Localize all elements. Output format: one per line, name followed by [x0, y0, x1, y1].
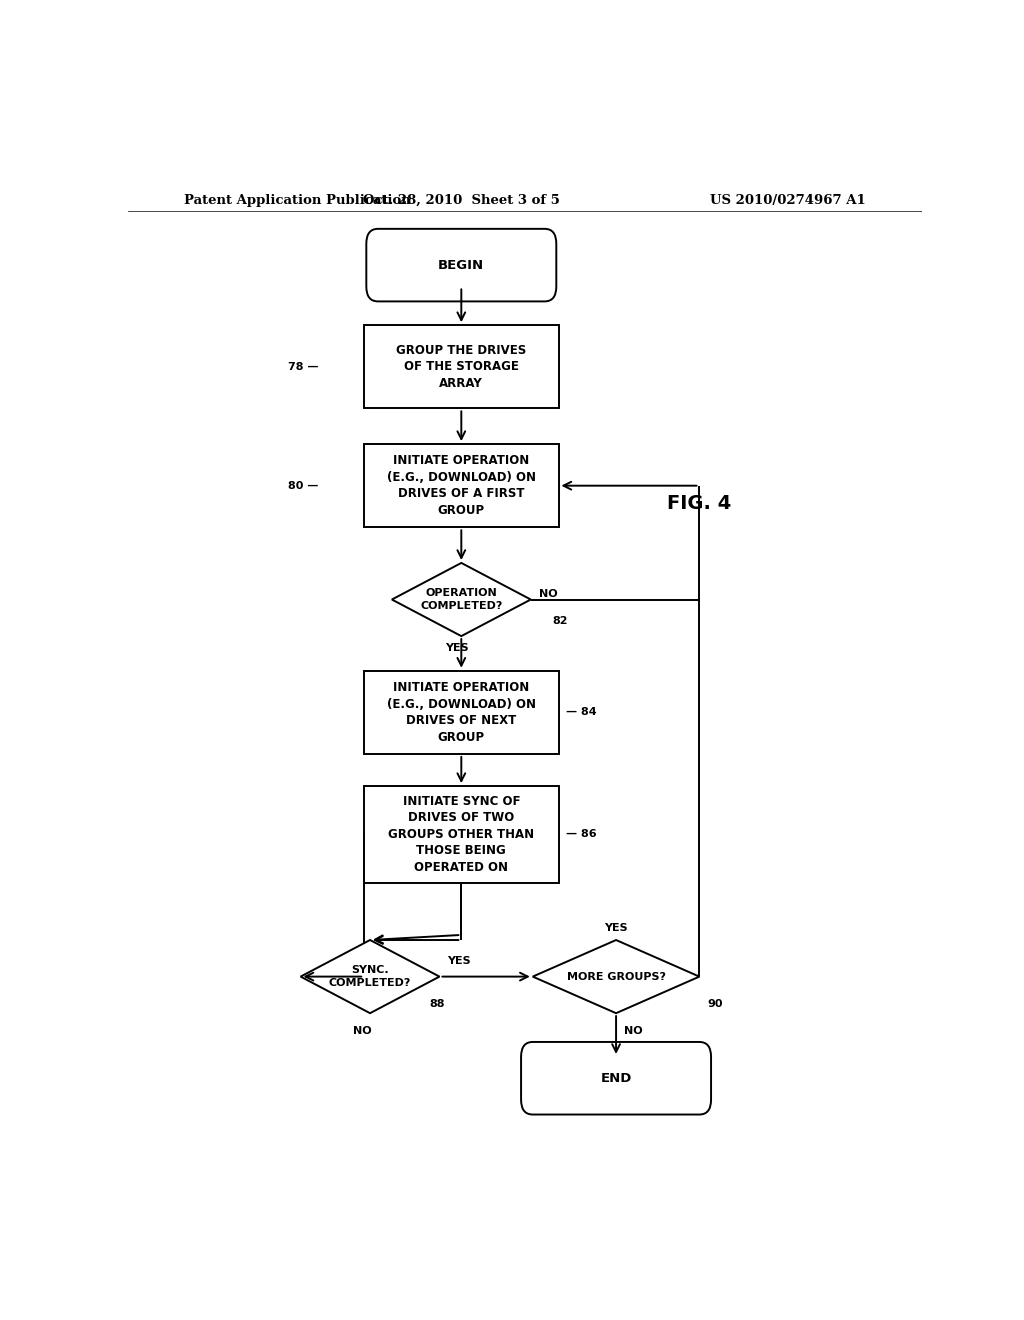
Text: YES: YES — [604, 923, 628, 933]
Text: GROUP THE DRIVES
OF THE STORAGE
ARRAY: GROUP THE DRIVES OF THE STORAGE ARRAY — [396, 343, 526, 389]
Text: SYNC.
COMPLETED?: SYNC. COMPLETED? — [329, 965, 412, 987]
Bar — [365, 444, 558, 528]
FancyBboxPatch shape — [521, 1041, 711, 1114]
Polygon shape — [301, 940, 439, 1014]
Text: US 2010/0274967 A1: US 2010/0274967 A1 — [711, 194, 866, 206]
Text: YES: YES — [445, 643, 469, 653]
Text: 88: 88 — [430, 999, 445, 1008]
Polygon shape — [392, 562, 530, 636]
Bar — [365, 671, 558, 754]
Text: NO: NO — [624, 1027, 643, 1036]
Text: 80 —: 80 — — [288, 480, 318, 491]
Text: INITIATE OPERATION
(E.G., DOWNLOAD) ON
DRIVES OF NEXT
GROUP: INITIATE OPERATION (E.G., DOWNLOAD) ON D… — [387, 681, 536, 743]
Text: END: END — [600, 1072, 632, 1085]
Text: OPERATION
COMPLETED?: OPERATION COMPLETED? — [420, 589, 503, 611]
Text: NO: NO — [353, 1027, 372, 1036]
Text: YES: YES — [447, 957, 471, 966]
Text: 90: 90 — [708, 999, 723, 1008]
Text: Patent Application Publication: Patent Application Publication — [183, 194, 411, 206]
Text: INITIATE SYNC OF
DRIVES OF TWO
GROUPS OTHER THAN
THOSE BEING
OPERATED ON: INITIATE SYNC OF DRIVES OF TWO GROUPS OT… — [388, 795, 535, 874]
Text: INITIATE OPERATION
(E.G., DOWNLOAD) ON
DRIVES OF A FIRST
GROUP: INITIATE OPERATION (E.G., DOWNLOAD) ON D… — [387, 454, 536, 517]
Bar — [365, 785, 558, 883]
Text: NO: NO — [539, 590, 557, 599]
Text: MORE GROUPS?: MORE GROUPS? — [566, 972, 666, 982]
FancyBboxPatch shape — [367, 228, 556, 301]
Text: BEGIN: BEGIN — [438, 259, 484, 272]
Text: — 84: — 84 — [566, 708, 597, 717]
Text: Oct. 28, 2010  Sheet 3 of 5: Oct. 28, 2010 Sheet 3 of 5 — [362, 194, 560, 206]
Text: — 86: — 86 — [566, 829, 597, 840]
Text: 82: 82 — [553, 616, 568, 626]
Text: 78 —: 78 — — [288, 362, 318, 372]
Bar — [365, 325, 558, 408]
Polygon shape — [532, 940, 699, 1014]
Text: FIG. 4: FIG. 4 — [668, 495, 731, 513]
